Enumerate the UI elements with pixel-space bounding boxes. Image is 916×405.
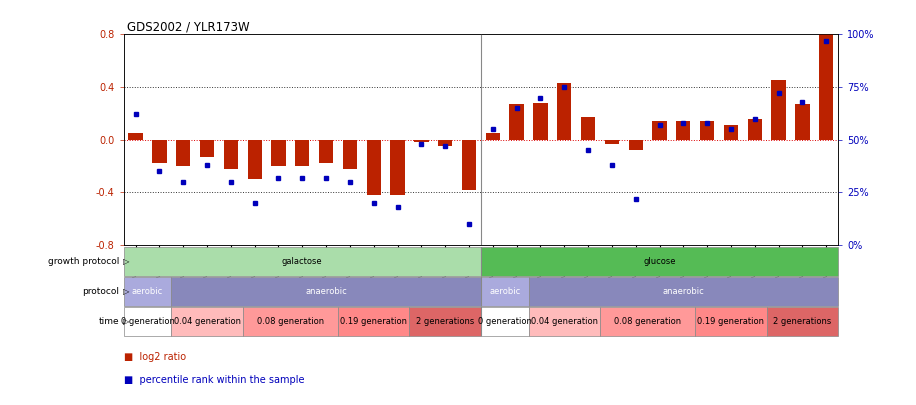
Bar — [557, 83, 572, 140]
Bar — [200, 140, 214, 157]
Bar — [247, 140, 262, 179]
Text: aerobic: aerobic — [489, 287, 520, 296]
Bar — [409, 307, 481, 336]
Bar — [438, 140, 453, 146]
Bar — [676, 122, 691, 140]
Text: 0 generation: 0 generation — [121, 317, 174, 326]
Bar — [124, 307, 171, 336]
Text: galactose: galactose — [282, 257, 322, 266]
Bar — [366, 140, 381, 195]
Bar — [605, 140, 619, 144]
Bar — [724, 125, 738, 140]
Bar — [124, 247, 481, 276]
Bar — [390, 140, 405, 195]
Bar — [462, 140, 476, 190]
Text: 0.04 generation: 0.04 generation — [173, 317, 241, 326]
Bar — [414, 140, 429, 143]
Bar — [176, 140, 191, 166]
Bar — [338, 307, 409, 336]
Text: protocol: protocol — [82, 287, 119, 296]
Bar — [581, 117, 595, 140]
Bar — [767, 307, 838, 336]
Text: 0.04 generation: 0.04 generation — [530, 317, 598, 326]
Text: 0.19 generation: 0.19 generation — [697, 317, 765, 326]
Bar — [481, 277, 529, 306]
Bar — [243, 307, 338, 336]
Bar — [319, 140, 333, 164]
Bar — [819, 34, 834, 140]
Text: 2 generations: 2 generations — [416, 317, 474, 326]
Bar — [128, 133, 143, 140]
Bar — [529, 307, 600, 336]
Bar — [747, 119, 762, 140]
Bar — [533, 103, 548, 140]
Bar — [652, 122, 667, 140]
Text: growth protocol: growth protocol — [48, 257, 119, 266]
Text: anaerobic: anaerobic — [305, 287, 347, 296]
Bar — [600, 307, 695, 336]
Text: 0.19 generation: 0.19 generation — [340, 317, 408, 326]
Text: ▷: ▷ — [123, 287, 129, 296]
Text: aerobic: aerobic — [132, 287, 163, 296]
Bar — [171, 307, 243, 336]
Text: 0 generation: 0 generation — [478, 317, 531, 326]
Bar — [271, 140, 286, 166]
Bar — [124, 277, 171, 306]
Bar — [171, 277, 481, 306]
Bar — [628, 140, 643, 150]
Text: anaerobic: anaerobic — [662, 287, 704, 296]
Text: ■  percentile rank within the sample: ■ percentile rank within the sample — [124, 375, 304, 385]
Text: 0.08 generation: 0.08 generation — [256, 317, 324, 326]
Text: time: time — [98, 317, 119, 326]
Bar — [152, 140, 167, 164]
Bar — [771, 81, 786, 140]
Text: 2 generations: 2 generations — [773, 317, 832, 326]
Bar — [509, 104, 524, 140]
Bar — [481, 247, 838, 276]
Text: ■  log2 ratio: ■ log2 ratio — [124, 352, 186, 362]
Bar — [795, 104, 810, 140]
Bar — [529, 277, 838, 306]
Bar — [343, 140, 357, 169]
Bar — [481, 307, 529, 336]
Bar — [695, 307, 767, 336]
Bar — [485, 133, 500, 140]
Text: glucose: glucose — [643, 257, 676, 266]
Bar — [295, 140, 310, 166]
Text: GDS2002 / YLR173W: GDS2002 / YLR173W — [127, 20, 250, 33]
Text: ▷: ▷ — [123, 257, 129, 266]
Bar — [224, 140, 238, 169]
Text: ▷: ▷ — [123, 317, 129, 326]
Text: 0.08 generation: 0.08 generation — [614, 317, 682, 326]
Bar — [700, 122, 714, 140]
